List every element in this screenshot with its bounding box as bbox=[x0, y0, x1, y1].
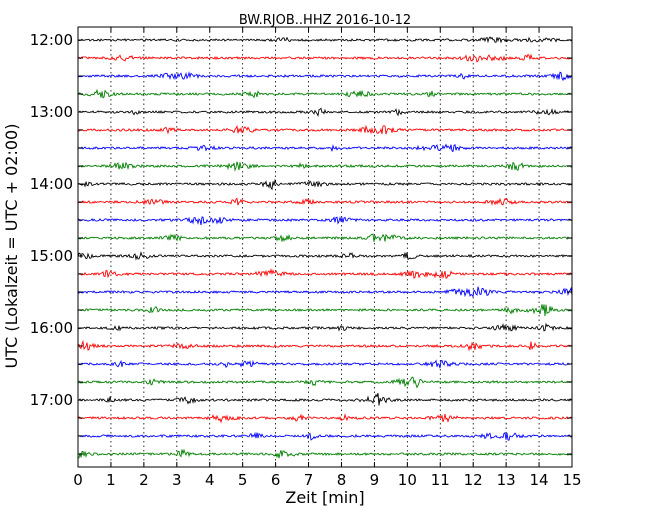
x-axis-label: Zeit [min] bbox=[285, 488, 364, 507]
trace-1700 bbox=[77, 393, 573, 406]
trace-1515 bbox=[77, 267, 573, 280]
trace-1330 bbox=[77, 143, 573, 153]
x-tick-label: 9 bbox=[370, 471, 380, 489]
trace-1500 bbox=[77, 251, 573, 261]
x-tick-label: 7 bbox=[304, 471, 314, 489]
trace-1400 bbox=[77, 178, 573, 191]
x-tick-label: 2 bbox=[139, 471, 149, 489]
trace-group bbox=[77, 36, 573, 459]
y-tick-label: 15:00 bbox=[30, 247, 73, 265]
trace-1530 bbox=[77, 286, 573, 298]
y-tick-label: 14:00 bbox=[30, 175, 73, 193]
x-tick-label: 1 bbox=[106, 471, 116, 489]
trace-1315 bbox=[77, 124, 573, 135]
trace-1445 bbox=[77, 233, 573, 242]
trace-1345 bbox=[77, 161, 573, 172]
trace-1745 bbox=[77, 448, 573, 459]
y-tick-label: 13:00 bbox=[30, 103, 73, 121]
y-axis-label: UTC (Lokalzeit = UTC + 02:00) bbox=[2, 124, 21, 369]
grid-lines bbox=[110, 27, 540, 467]
trace-1245 bbox=[77, 88, 573, 99]
x-tick-label: 13 bbox=[497, 471, 516, 489]
trace-1415 bbox=[77, 197, 573, 206]
chart-title: BW.RJOB..HHZ 2016-10-12 bbox=[239, 13, 411, 28]
x-tick-label: 3 bbox=[172, 471, 182, 489]
x-tick-label: 4 bbox=[205, 471, 215, 489]
x-tick-label: 8 bbox=[337, 471, 347, 489]
x-tick-label: 0 bbox=[73, 471, 83, 489]
trace-1645 bbox=[77, 376, 573, 389]
y-tick-label: 12:00 bbox=[30, 31, 73, 49]
trace-1630 bbox=[77, 359, 573, 369]
x-tick-label: 10 bbox=[398, 471, 417, 489]
x-tick-label: 5 bbox=[238, 471, 248, 489]
trace-1600 bbox=[77, 322, 573, 332]
trace-1430 bbox=[77, 215, 573, 226]
y-tick-label: 17:00 bbox=[30, 391, 73, 409]
trace-1215 bbox=[77, 53, 573, 63]
trace-1730 bbox=[77, 431, 573, 441]
plot-frame bbox=[77, 26, 573, 468]
y-tick-label: 16:00 bbox=[30, 319, 73, 337]
x-tick-label: 15 bbox=[562, 471, 581, 489]
trace-1715 bbox=[77, 413, 573, 424]
x-tick-label: 14 bbox=[530, 471, 549, 489]
x-tick-label: 6 bbox=[271, 471, 281, 489]
trace-1200 bbox=[77, 36, 573, 44]
x-tick-label: 11 bbox=[431, 471, 450, 489]
trace-1300 bbox=[77, 107, 573, 118]
x-tick-label: 12 bbox=[464, 471, 483, 489]
trace-1230 bbox=[77, 71, 573, 82]
axis-ticks: 0 1 2 3 4 5 6 7 8 9 10 11 12 13 14 1512:0013:0014:0015:… bbox=[30, 27, 582, 489]
trace-1615 bbox=[77, 339, 573, 352]
trace-1545 bbox=[77, 304, 573, 317]
